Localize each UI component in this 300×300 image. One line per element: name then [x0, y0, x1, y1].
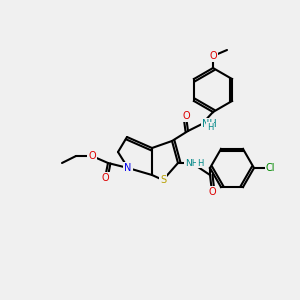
- Text: Cl: Cl: [266, 163, 275, 173]
- Text: O: O: [209, 51, 217, 61]
- Text: N: N: [124, 163, 132, 173]
- Text: O: O: [208, 187, 216, 197]
- Text: O: O: [88, 151, 96, 161]
- Text: NH: NH: [202, 119, 217, 129]
- Text: NH: NH: [185, 158, 199, 167]
- Text: H: H: [207, 122, 213, 131]
- Text: H: H: [197, 158, 203, 167]
- Text: S: S: [160, 175, 166, 185]
- Text: O: O: [101, 173, 109, 183]
- Text: O: O: [182, 111, 190, 121]
